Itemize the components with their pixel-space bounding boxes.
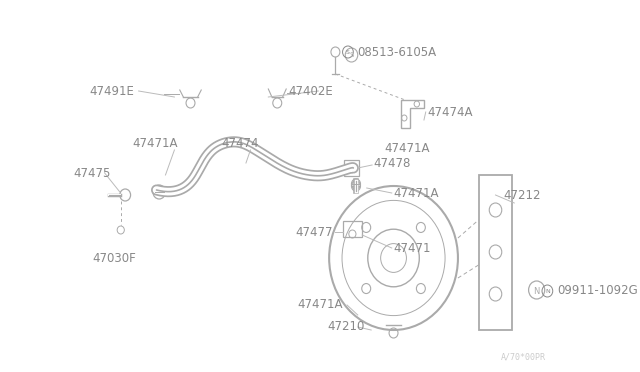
Bar bbox=[342, 221, 362, 237]
Text: 47471A: 47471A bbox=[298, 298, 343, 311]
Text: 47478: 47478 bbox=[374, 157, 412, 170]
Text: 47030F: 47030F bbox=[92, 251, 136, 264]
Text: 47471A: 47471A bbox=[385, 141, 430, 154]
Text: 47491E: 47491E bbox=[90, 84, 134, 97]
Bar bbox=[344, 160, 358, 176]
Text: S: S bbox=[346, 50, 350, 55]
Text: 47210: 47210 bbox=[327, 321, 365, 334]
Text: 47212: 47212 bbox=[504, 189, 541, 202]
Text: N: N bbox=[545, 289, 550, 294]
Bar bbox=[479, 175, 513, 330]
Text: 47471: 47471 bbox=[394, 241, 431, 254]
Text: 47471A: 47471A bbox=[132, 137, 178, 150]
Text: 47474A: 47474A bbox=[428, 106, 473, 119]
Text: 47475: 47475 bbox=[74, 167, 111, 180]
Text: 47471A: 47471A bbox=[394, 186, 439, 199]
Text: 47402E: 47402E bbox=[288, 84, 333, 97]
Text: N: N bbox=[534, 286, 540, 295]
Text: 47474: 47474 bbox=[222, 137, 259, 150]
Text: A/70*00PR: A/70*00PR bbox=[500, 353, 545, 362]
Text: 09911-1092G: 09911-1092G bbox=[557, 285, 638, 298]
Text: 47477: 47477 bbox=[295, 225, 333, 238]
Text: 08513-6105A: 08513-6105A bbox=[357, 45, 436, 58]
Text: S: S bbox=[349, 52, 354, 58]
